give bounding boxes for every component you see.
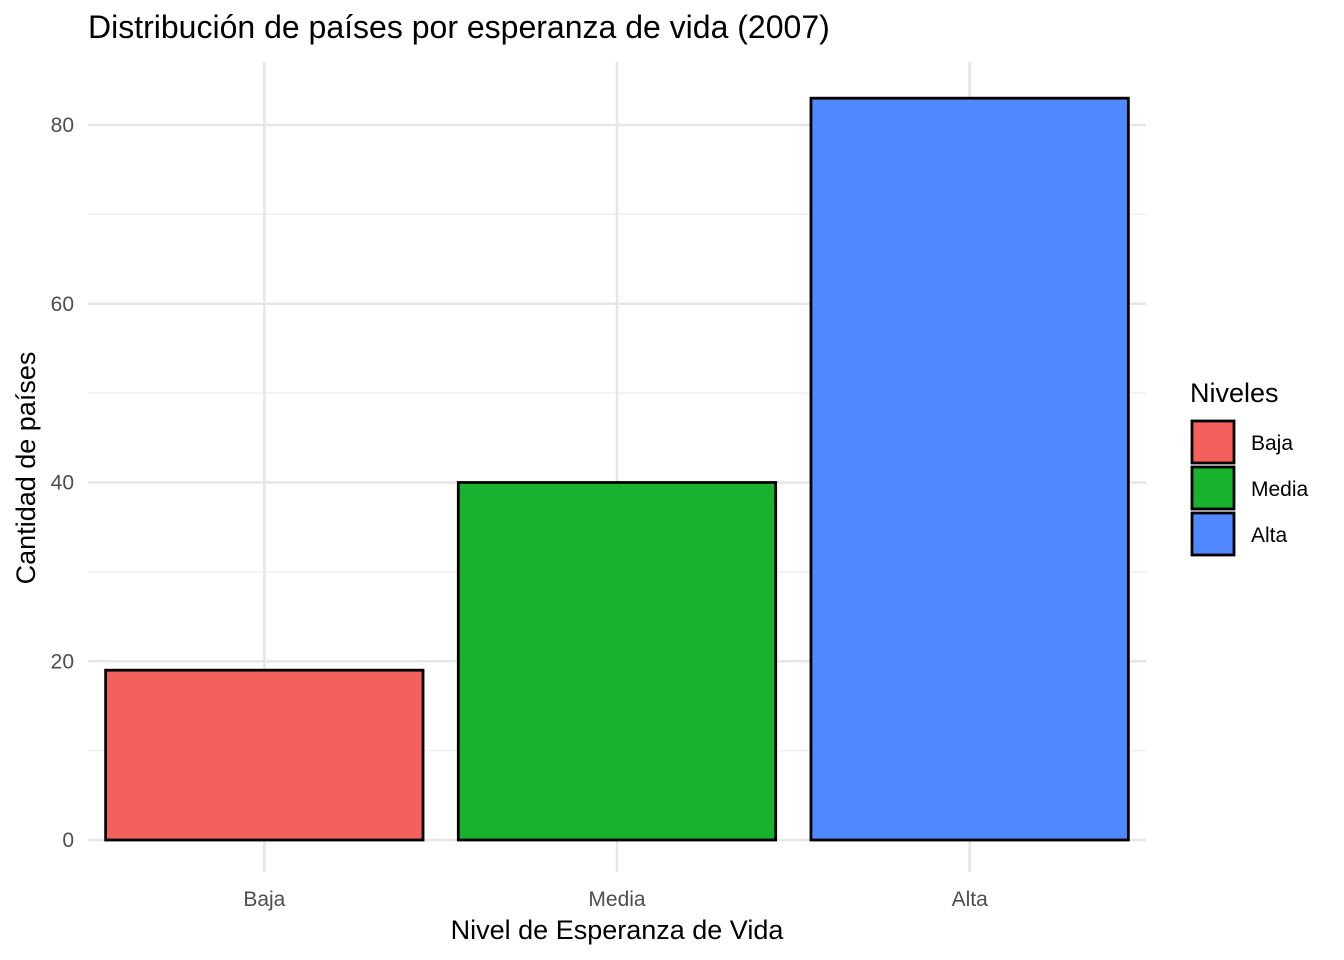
legend-key-baja — [1190, 419, 1236, 465]
legend-label: Alta — [1251, 524, 1288, 547]
bar-media — [456, 481, 778, 842]
bars — [104, 96, 1130, 842]
y-tick-label: 40 — [51, 472, 74, 495]
legend-label: Media — [1251, 478, 1309, 501]
legend-key-media — [1190, 465, 1236, 511]
chart-title: Distribución de países por esperanza de … — [88, 9, 830, 45]
legend-title: Niveles — [1190, 378, 1279, 408]
legend: Niveles Baja Media Alta — [1190, 378, 1309, 557]
bar-alta — [809, 96, 1130, 842]
y-axis-title: Cantidad de países — [11, 352, 41, 585]
x-axis-title: Nivel de Esperanza de Vida — [451, 915, 785, 945]
x-tick-label: Alta — [952, 888, 989, 911]
x-tick-label: Baja — [243, 888, 285, 911]
y-tick-label: 80 — [51, 114, 74, 137]
legend-key-alta — [1190, 511, 1236, 557]
y-axis-ticks: 0 20 40 60 80 — [51, 114, 74, 852]
x-axis-ticks: Baja Media Alta — [243, 888, 988, 911]
bar-baja — [104, 668, 425, 842]
y-tick-label: 60 — [51, 293, 74, 316]
legend-label: Baja — [1251, 432, 1293, 455]
y-tick-label: 20 — [51, 650, 74, 673]
y-tick-label: 0 — [62, 829, 74, 852]
x-tick-label: Media — [588, 888, 646, 911]
